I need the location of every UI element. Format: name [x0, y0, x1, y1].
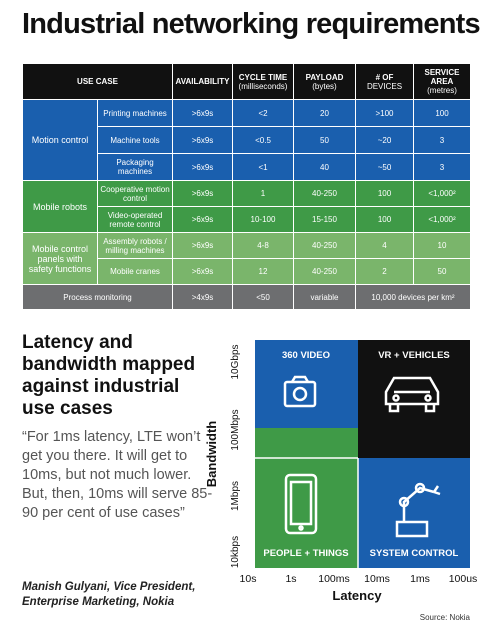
- x-tick-label: 100ms: [318, 573, 350, 585]
- cell: 4-8: [232, 232, 294, 259]
- quadrant-bg: [358, 458, 470, 568]
- cell: <1: [232, 153, 294, 181]
- cell: 1: [232, 180, 294, 207]
- quadrant-bg: [358, 340, 470, 458]
- y-tick-label: 1Mbps: [230, 481, 241, 511]
- cell: 12: [232, 258, 294, 285]
- y-tick-label: 10kbps: [230, 536, 241, 568]
- quadrant-bg: [255, 428, 358, 568]
- group-label: Process monitoring: [22, 284, 173, 310]
- column-unit: DEVICES: [366, 81, 403, 91]
- y-tick-label: 100Mbps: [230, 409, 241, 450]
- robot-arm-icon: [395, 482, 441, 538]
- car-icon: [384, 376, 440, 413]
- quote: “For 1ms latency, LTE won’t get you ther…: [22, 429, 213, 521]
- table-row: Process monitoring >4x9s <50 variable 10,000…: [22, 284, 471, 310]
- x-tick-label: 1s: [285, 573, 296, 585]
- group-label: Mobile control panels with safety functi…: [22, 232, 98, 285]
- column-header: USE CASE: [22, 63, 173, 100]
- column-name: CYCLE TIME: [238, 72, 288, 82]
- cell: 4: [355, 232, 414, 259]
- group-label: Mobile robots: [22, 180, 98, 233]
- column-name: SERVICE AREA: [424, 68, 460, 86]
- quadrant-label: SYSTEM CONTROL: [370, 548, 459, 559]
- column-unit: (milliseconds): [238, 81, 288, 91]
- phone-icon: [284, 473, 318, 535]
- cell: >6x9s: [172, 258, 233, 285]
- cell: 50: [293, 126, 356, 154]
- column-name: # OF: [375, 72, 394, 82]
- quadrant-label: PEOPLE + THINGS: [263, 548, 348, 559]
- column-header: AVAILABILITY: [172, 63, 233, 100]
- use-case: Video-operated remote control: [97, 206, 173, 233]
- cell: 100: [355, 206, 414, 233]
- group-label: Motion control: [22, 99, 98, 181]
- cell: 10: [413, 232, 471, 259]
- cell: 100: [355, 180, 414, 207]
- cell: >100: [355, 99, 414, 127]
- table-row: Video-operated remote control >6x9s 10-100…: [23, 206, 471, 233]
- title: Industrial networking requirements: [22, 8, 481, 40]
- cell: 20: [293, 99, 356, 127]
- cell: 40-250: [293, 258, 356, 285]
- quadrant-bg: [255, 340, 358, 428]
- cell: >6x9s: [172, 232, 233, 259]
- use-case: Assembly robots / milling machines: [97, 232, 173, 259]
- column-header: SERVICE AREA (metres): [413, 63, 471, 100]
- x-tick-label: 100us: [449, 573, 478, 585]
- attribution: Manish Gulyani, Vice President, Enterpri…: [22, 581, 196, 608]
- column-unit: (metres): [427, 86, 457, 95]
- use-case: Cooperative motion control: [97, 180, 173, 207]
- cell: 40-250: [293, 180, 356, 207]
- column-name: AVAILABILITY: [175, 77, 230, 86]
- column-name: PAYLOAD: [305, 72, 344, 82]
- column-unit: (bytes): [312, 81, 337, 91]
- cell: 3: [413, 153, 471, 181]
- cell: <1,000²: [413, 206, 471, 233]
- cell: <2: [232, 99, 294, 127]
- table-row: Mobile control panels with safety functi…: [22, 232, 471, 285]
- y-tick-label: 10Gbps: [230, 344, 241, 379]
- table-row: Motion control Printing machines >6x9s <2 20…: [22, 99, 471, 181]
- cell: 2: [355, 258, 414, 285]
- cell: 40-250: [293, 232, 356, 259]
- use-case: Mobile cranes: [97, 258, 173, 285]
- cell: 10,000 devices per km²: [355, 284, 471, 310]
- cell: variable: [293, 284, 356, 310]
- camera-icon: [283, 375, 317, 408]
- cell: 3: [413, 126, 471, 154]
- cell: <50: [232, 284, 294, 310]
- table-row: Mobile robots Cooperative motion control >…: [22, 180, 471, 233]
- column-name: USE CASE: [77, 77, 118, 86]
- x-axis-label: Latency: [332, 588, 382, 603]
- cell: 50: [413, 258, 471, 285]
- cell: >6x9s: [172, 153, 233, 181]
- cell: >6x9s: [172, 126, 233, 154]
- cell: ~50: [355, 153, 414, 181]
- use-case: Packaging machines: [97, 153, 173, 181]
- cell: >6x9s: [172, 99, 233, 127]
- x-tick-label: 1ms: [410, 573, 430, 585]
- quadrant-label: 360 VIDEO: [282, 350, 330, 361]
- x-tick-label: 10ms: [364, 573, 390, 585]
- y-axis-label: Bandwidth: [204, 421, 219, 487]
- cell: >6x9s: [172, 206, 233, 233]
- heading: Latency and bandwidth mapped against ind…: [22, 332, 196, 419]
- table-row: Machine tools >6x9s <0.5 50 ~20 3: [23, 126, 471, 154]
- requirements-table: USE CASE AVAILABILITY CYCLE TIME (milliseco…: [22, 63, 471, 310]
- x-tick-label: 10s: [240, 573, 257, 585]
- quadrant-label: VR + VEHICLES: [378, 350, 450, 361]
- use-case: Printing machines: [97, 99, 173, 127]
- source: Source: Nokia: [420, 613, 471, 622]
- cell: >4x9s: [172, 284, 233, 310]
- cell: >6x9s: [172, 180, 233, 207]
- table-row: Mobile cranes >6x9s 12 40-250 2 50: [23, 258, 471, 285]
